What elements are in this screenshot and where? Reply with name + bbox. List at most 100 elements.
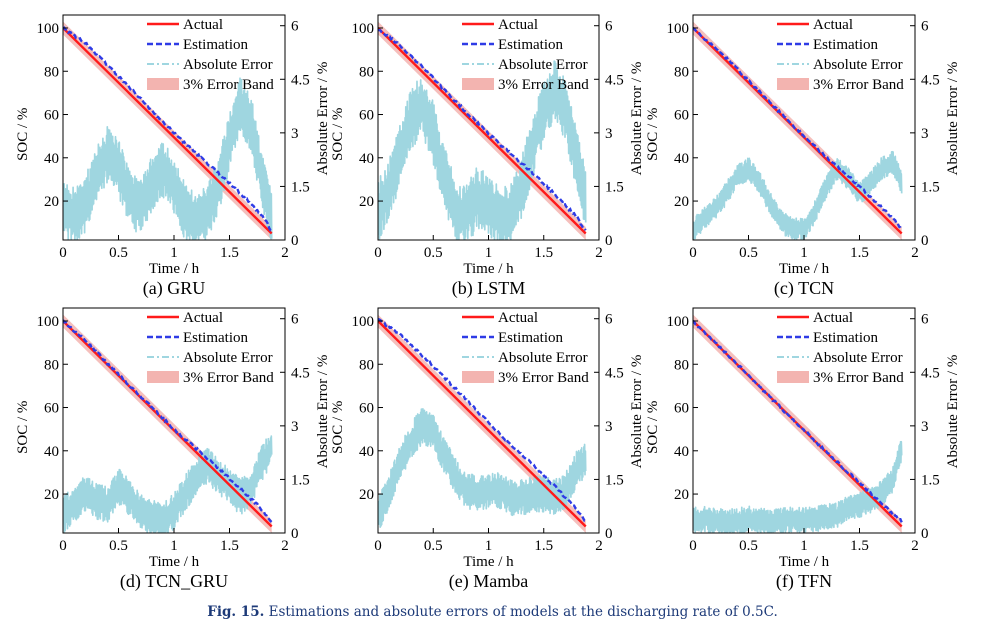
- x-tick-label: 2: [595, 245, 603, 261]
- estimation-line: [378, 318, 586, 522]
- estimation-line: [693, 319, 903, 523]
- y2-tick-label: 1.5: [605, 179, 624, 195]
- absolute-error-line: [63, 77, 273, 240]
- caption-text: Estimations and absolute errors of model…: [268, 604, 778, 620]
- chart-subtitle: (d) TCN_GRU: [120, 571, 228, 592]
- y2-axis-label: Absolute Error / %: [315, 62, 331, 176]
- y-tick-label: 40: [359, 444, 374, 460]
- x-tick-label: 1: [800, 245, 808, 261]
- y2-tick-label: 3: [605, 126, 613, 142]
- x-tick-label: 1.5: [850, 245, 869, 261]
- plot-area: [378, 21, 587, 240]
- legend-swatch-error-band: [462, 371, 494, 383]
- y2-tick-label: 4.5: [921, 365, 940, 381]
- y-axis-label: SOC / %: [15, 108, 31, 161]
- x-axis-label: Time / h: [463, 261, 514, 277]
- y-tick-label: 20: [44, 487, 59, 503]
- y-tick-label: 80: [674, 64, 689, 80]
- x-tick-label: 1: [485, 538, 493, 554]
- y-axis-label: SOC / %: [15, 401, 31, 454]
- legend-label: Estimation: [813, 330, 878, 346]
- y2-tick-label: 4.5: [605, 365, 624, 381]
- legend-label: 3% Error Band: [183, 77, 274, 93]
- legend-label: Absolute Error: [813, 57, 903, 73]
- x-tick-label: 0.5: [109, 538, 128, 554]
- y-tick-label: 80: [674, 357, 689, 373]
- y2-tick-label: 1.5: [921, 179, 940, 195]
- legend-label: Actual: [498, 17, 538, 33]
- chart-panel-2: 0 0.5 1 1.5 2 20 40 60 80 100 0 1.5 3 4.5 6 Time / h SOC…: [330, 14, 645, 299]
- y2-tick-label: 6: [605, 312, 613, 328]
- chart-subtitle: (b) LSTM: [452, 278, 526, 299]
- chart-subtitle: (f) TFN: [776, 571, 832, 592]
- x-tick-label: 0: [59, 245, 67, 261]
- y2-tick-label: 4.5: [291, 72, 310, 88]
- legend-label: Actual: [498, 310, 538, 326]
- y2-tick-label: 0: [921, 526, 929, 542]
- y2-tick-label: 0: [291, 526, 299, 542]
- actual-line: [63, 27, 273, 235]
- y2-tick-label: 4.5: [921, 72, 940, 88]
- y2-tick-label: 3: [921, 419, 929, 435]
- x-tick-label: 1.5: [534, 245, 553, 261]
- y-tick-label: 60: [359, 401, 374, 417]
- y2-tick-label: 1.5: [291, 472, 310, 488]
- actual-line: [378, 27, 587, 235]
- y-tick-label: 100: [352, 314, 375, 330]
- y-tick-label: 80: [359, 64, 374, 80]
- x-axis-label: Time / h: [779, 554, 830, 570]
- chart-subtitle: (c) TCN: [774, 278, 834, 299]
- y-tick-label: 60: [359, 108, 374, 124]
- y-tick-label: 80: [44, 357, 59, 373]
- legend-swatch-error-band: [147, 78, 179, 90]
- y-tick-label: 60: [44, 401, 59, 417]
- plot-area: [63, 314, 273, 533]
- legend-label: Absolute Error: [498, 57, 588, 73]
- y-tick-label: 20: [674, 194, 689, 210]
- y-tick-label: 100: [352, 21, 375, 37]
- y2-axis-label: Absolute Error / %: [629, 355, 645, 469]
- y-tick-label: 100: [37, 314, 60, 330]
- plot-area: [378, 314, 587, 533]
- x-tick-label: 2: [281, 245, 289, 261]
- y-axis-label: SOC / %: [330, 401, 346, 454]
- x-tick-label: 0.5: [739, 538, 758, 554]
- y-tick-label: 20: [359, 487, 374, 503]
- figure-caption: Fig. 15. Estimations and absolute errors…: [0, 604, 985, 620]
- legend-label: Absolute Error: [813, 350, 903, 366]
- x-axis-label: Time / h: [463, 554, 514, 570]
- y-tick-label: 40: [44, 151, 59, 167]
- legend-label: Actual: [183, 310, 223, 326]
- y-axis-label: SOC / %: [330, 108, 346, 161]
- plot-area: [693, 21, 903, 240]
- legend-label: 3% Error Band: [813, 77, 904, 93]
- y2-tick-label: 3: [291, 126, 299, 142]
- y2-tick-label: 0: [605, 233, 613, 249]
- legend-label: Absolute Error: [498, 350, 588, 366]
- y-axis-label: SOC / %: [645, 108, 661, 161]
- absolute-error-line: [378, 408, 587, 528]
- y-tick-label: 40: [44, 444, 59, 460]
- y2-tick-label: 6: [921, 312, 929, 328]
- legend-label: Estimation: [813, 37, 878, 53]
- caption-label: Fig. 15.: [207, 604, 265, 620]
- legend-label: Estimation: [183, 37, 248, 53]
- legend-swatch-error-band: [777, 371, 809, 383]
- y-tick-label: 100: [667, 21, 690, 37]
- y2-tick-label: 3: [605, 419, 613, 435]
- actual-line: [378, 320, 587, 528]
- legend-label: Actual: [813, 310, 853, 326]
- y2-tick-label: 0: [291, 233, 299, 249]
- y-axis-label: SOC / %: [645, 401, 661, 454]
- y2-tick-label: 6: [605, 19, 613, 35]
- x-tick-label: 1: [170, 245, 178, 261]
- absolute-error-line: [693, 440, 903, 533]
- legend-label: 3% Error Band: [183, 370, 274, 386]
- actual-line: [63, 320, 273, 528]
- legend-swatch-error-band: [777, 78, 809, 90]
- y-tick-label: 80: [44, 64, 59, 80]
- y-tick-label: 100: [667, 314, 690, 330]
- y2-tick-label: 4.5: [291, 365, 310, 381]
- y2-tick-label: 1.5: [921, 472, 940, 488]
- y2-tick-label: 0: [921, 233, 929, 249]
